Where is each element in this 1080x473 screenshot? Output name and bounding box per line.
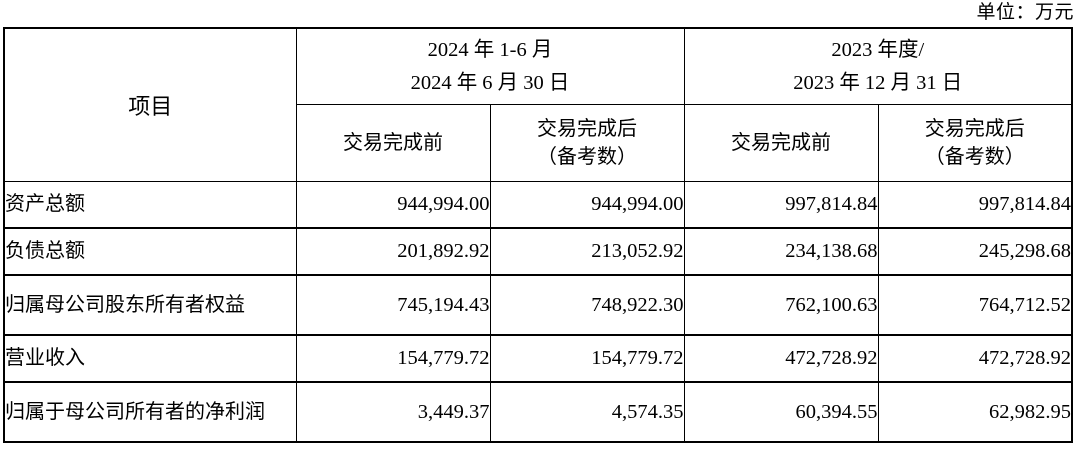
period-2024-line1: 2024 年 1-6 月: [427, 38, 553, 61]
cell-2023-after: 62,982.95: [877, 381, 1073, 443]
cell-2024-after: 748,922.30: [489, 274, 685, 336]
financial-comparison-table: 项目 2024 年 1-6 月 2024 年 6 月 30 日 2023 年度/…: [3, 27, 1073, 443]
unit-note: 单位：万元: [976, 2, 1074, 23]
cell-2024-before: 745,194.43: [295, 274, 491, 336]
period-2023-line2: 2023 年 12 月 31 日: [793, 71, 963, 94]
cell-2023-after: 245,298.68: [877, 227, 1073, 276]
cell-2024-before: 154,779.72: [295, 334, 491, 383]
row-label: 营业收入: [3, 334, 297, 383]
cell-2023-after: 472,728.92: [877, 334, 1073, 383]
header-row-period: 项目 2024 年 1-6 月 2024 年 6 月 30 日 2023 年度/…: [3, 27, 1073, 182]
subheader-2024-before-line1: 交易完成前: [343, 132, 443, 154]
row-label: 资产总额: [3, 181, 297, 229]
cell-2023-after: 997,814.84: [877, 181, 1073, 229]
cell-2023-before: 60,394.55: [683, 381, 879, 443]
table-row: 归属母公司股东所有者权益 745,194.43 748,922.30 762,1…: [3, 274, 1073, 336]
subheader-2024-after: 交易完成后 （备考数）: [489, 104, 685, 182]
subheader-2024-after-line1: 交易完成后: [537, 118, 637, 140]
subheader-2023-before: 交易完成前: [683, 104, 879, 182]
row-label: 归属母公司股东所有者权益: [3, 274, 297, 336]
cell-2024-before: 944,994.00: [295, 181, 491, 229]
period-group-header-2024: 2024 年 1-6 月 2024 年 6 月 30 日: [295, 27, 685, 105]
cell-2024-before: 201,892.92: [295, 227, 491, 276]
period-group-header-2023: 2023 年度/ 2023 年 12 月 31 日: [683, 27, 1073, 105]
subheader-2024-before: 交易完成前: [295, 104, 491, 182]
header-row-subcolumns: 交易完成前 交易完成后 （备考数） 交易完成前 交易完成后 （备考数）: [4, 104, 1073, 182]
subheader-2023-after: 交易完成后 （备考数）: [877, 104, 1073, 182]
table-head: 项目 2024 年 1-6 月 2024 年 6 月 30 日 2023 年度/…: [3, 27, 1073, 182]
table-row: 归属于母公司所有者的净利润 3,449.37 4,574.35 60,394.5…: [3, 381, 1073, 443]
subheader-2024-after-line2: （备考数）: [537, 146, 637, 168]
subheader-2023-before-line1: 交易完成前: [731, 132, 831, 154]
period-2023-line1: 2023 年度/: [831, 38, 925, 61]
subheader-2023-after-line2: （备考数）: [924, 146, 1025, 168]
cell-2023-before: 234,138.68: [683, 227, 879, 276]
table-row: 营业收入 154,779.72 154,779.72 472,728.92 47…: [3, 334, 1073, 383]
period-2024-line2: 2024 年 6 月 30 日: [410, 71, 570, 94]
column-header-item: 项目: [3, 27, 297, 182]
cell-2024-after: 944,994.00: [489, 181, 685, 229]
table-row: 资产总额 944,994.00 944,994.00 997,814.84 99…: [3, 181, 1073, 229]
subheader-2023-after-line1: 交易完成后: [924, 118, 1025, 140]
row-label: 负债总额: [3, 227, 297, 276]
cell-2024-after: 213,052.92: [489, 227, 685, 276]
row-label: 归属于母公司所有者的净利润: [3, 381, 297, 443]
cell-2023-after: 764,712.52: [877, 274, 1073, 336]
cell-2024-after: 154,779.72: [489, 334, 685, 383]
cell-2023-before: 997,814.84: [683, 181, 879, 229]
table-row: 负债总额 201,892.92 213,052.92 234,138.68 24…: [3, 227, 1073, 276]
cell-2024-before: 3,449.37: [295, 381, 491, 443]
cell-2023-before: 472,728.92: [683, 334, 879, 383]
cell-2023-before: 762,100.63: [683, 274, 879, 336]
table-body: 资产总额 944,994.00 944,994.00 997,814.84 99…: [3, 181, 1073, 443]
cell-2024-after: 4,574.35: [489, 381, 685, 443]
